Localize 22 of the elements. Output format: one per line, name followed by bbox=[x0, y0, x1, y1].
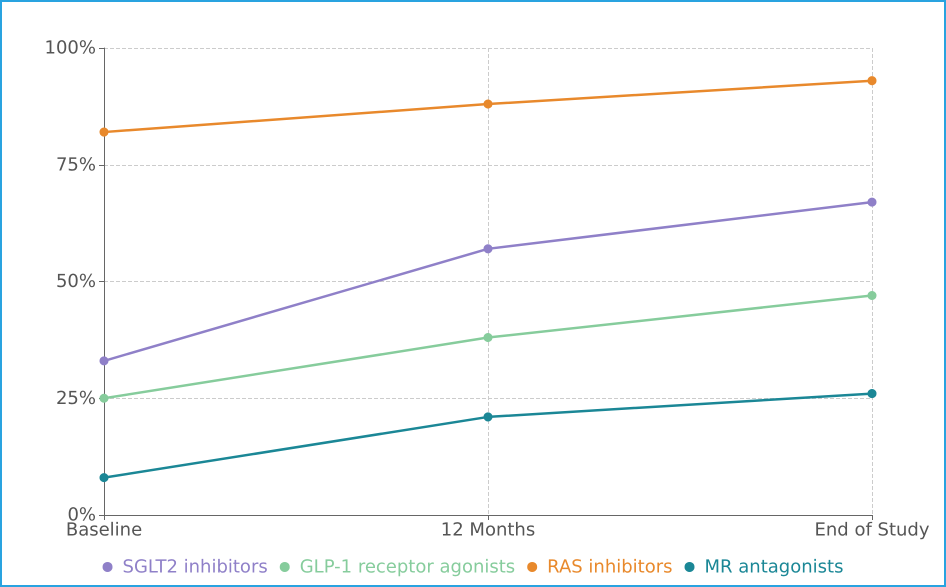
x-tick-label: 12 Months bbox=[440, 520, 536, 540]
legend-label: SGLT2 inhibitors bbox=[122, 556, 268, 578]
y-tick-label: 75% bbox=[56, 154, 96, 176]
point bbox=[100, 356, 108, 366]
y-tick-label: 25% bbox=[56, 388, 96, 409]
point bbox=[868, 76, 876, 86]
y-tick-label: 50% bbox=[56, 271, 96, 292]
point bbox=[100, 473, 108, 482]
x-tick-label: End of Study bbox=[814, 520, 930, 540]
point bbox=[484, 244, 492, 254]
point bbox=[100, 394, 108, 403]
point bbox=[868, 198, 876, 207]
point bbox=[484, 412, 492, 422]
point bbox=[484, 100, 492, 109]
y-tick-label: 100% bbox=[44, 38, 96, 58]
legend-label: GLP-1 receptor agonists bbox=[300, 556, 516, 578]
point bbox=[868, 291, 876, 300]
legend-label: RAS inhibitors bbox=[547, 556, 673, 578]
point bbox=[100, 128, 108, 137]
point bbox=[484, 333, 492, 342]
point bbox=[868, 389, 876, 398]
legend-label: MR antagonists bbox=[704, 556, 844, 578]
